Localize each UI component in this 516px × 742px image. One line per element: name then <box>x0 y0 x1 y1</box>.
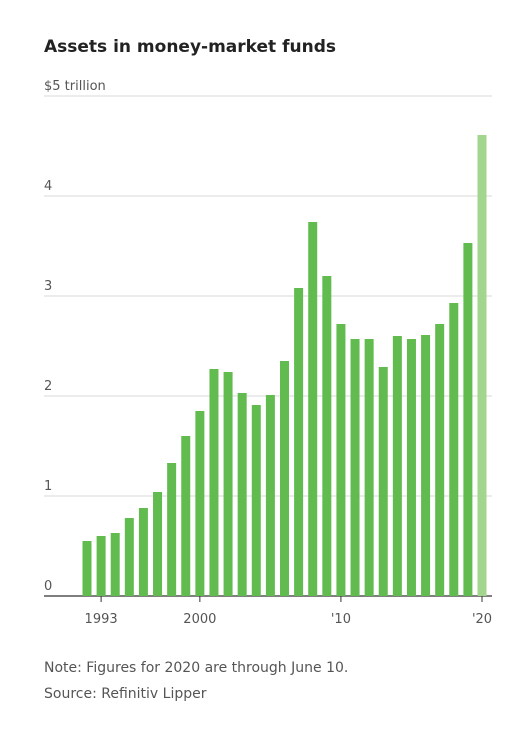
bar <box>265 395 275 596</box>
y-tick-label: 1 <box>44 479 52 494</box>
bar <box>463 243 473 596</box>
bar <box>209 369 219 596</box>
note: Note: Figures for 2020 are through June … <box>44 660 348 676</box>
bar <box>350 339 360 596</box>
chart-title: Assets in money-market funds <box>44 37 336 57</box>
bar <box>153 492 163 596</box>
source: Source: Refinitiv Lipper <box>44 686 207 702</box>
y-tick-label: 3 <box>44 279 52 294</box>
bar <box>251 405 261 596</box>
bar <box>406 339 416 596</box>
bar <box>378 367 388 596</box>
bar <box>421 335 431 596</box>
bar <box>364 339 374 596</box>
y-tick-label: 4 <box>44 179 52 194</box>
bar <box>308 222 318 596</box>
bar <box>181 436 191 596</box>
bar <box>138 508 148 596</box>
bar <box>280 361 289 596</box>
bar <box>167 463 177 596</box>
x-tick-label: 1993 <box>85 612 118 627</box>
bar <box>435 324 445 596</box>
bar <box>336 324 346 596</box>
x-tick-label: 2000 <box>183 612 216 627</box>
bar <box>82 541 92 596</box>
bar <box>195 411 205 596</box>
y-tick-label: $5 trillion <box>44 79 106 94</box>
x-tick-label: '10 <box>331 612 351 627</box>
bar <box>237 393 247 596</box>
bar <box>322 276 332 596</box>
bar <box>110 533 120 596</box>
x-tick-label: '20 <box>472 612 492 627</box>
bar <box>96 536 106 596</box>
bar <box>392 336 402 596</box>
bar <box>449 303 459 596</box>
bar <box>124 518 134 596</box>
bar <box>294 288 304 596</box>
y-tick-label: 2 <box>44 379 52 394</box>
bar <box>223 372 233 596</box>
bar <box>477 135 487 596</box>
y-tick-label: 0 <box>44 579 52 594</box>
